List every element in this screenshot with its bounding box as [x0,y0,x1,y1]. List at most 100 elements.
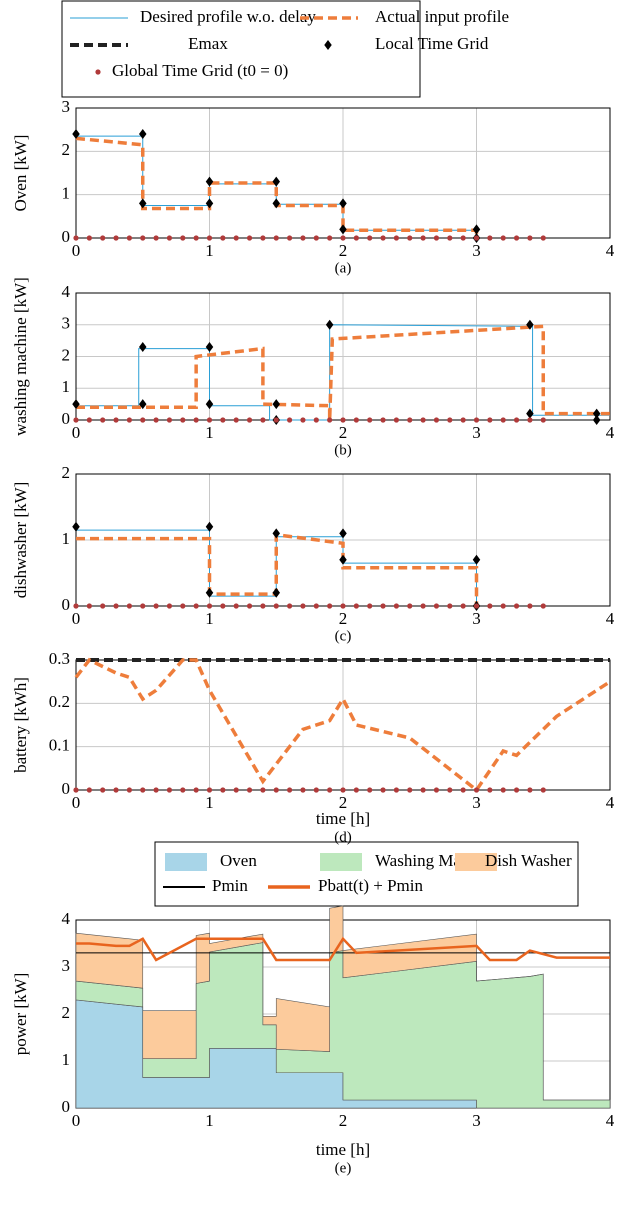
x-tick-label: 0 [72,423,81,442]
local-grid-point [205,399,214,410]
global-grid-point [433,787,440,793]
global-grid-point [313,235,319,241]
local-grid-point [205,521,214,532]
local-grid-point [339,198,347,209]
global-grid-point [313,787,319,793]
global-grid-point [327,417,333,423]
global-grid-point [327,787,333,793]
global-grid-point [287,787,293,793]
global-grid-point [340,417,346,423]
global-grid-point [220,235,226,241]
global-grid-point [367,417,373,423]
legend-swatch [324,40,332,50]
global-grid-point [246,603,253,609]
x-tick-label: 4 [606,609,615,628]
global-grid-point [327,603,333,609]
local-grid-point [592,408,601,419]
global-grid-point [166,235,173,241]
global-grid-point [233,787,239,793]
global-grid-point [140,787,146,793]
global-grid-point [86,417,92,423]
global-grid-point [540,787,546,793]
global-grid-point [340,235,346,241]
global-grid-point [246,417,253,423]
global-grid-point [393,603,399,609]
global-grid-point [420,235,426,241]
legend-box [154,841,579,907]
local-grid-point [272,587,280,598]
global-grid-point [233,603,239,609]
global-grid-point [407,787,413,793]
legend-label: Desired profile w.o. delay [140,7,316,26]
x-axis-label: time [h] [316,1140,370,1159]
y-axis-label: dishwasher [kW] [11,482,30,599]
y-tick-label: 0.3 [49,649,70,668]
x-axis-label: time [h] [316,809,370,828]
y-tick-label: 1 [62,184,71,203]
global-grid-point [300,603,306,609]
global-grid-point [367,235,373,241]
global-grid-point [193,603,199,609]
line [75,136,479,238]
global-grid-point [100,417,106,423]
global-grid-point [447,417,453,423]
global-grid-point [447,235,453,241]
legend-swatch [455,853,497,871]
global-grid-point [220,417,226,423]
global-grid-point [500,603,506,609]
x-tick-label: 1 [205,1111,214,1130]
global-grid-point [246,235,253,241]
global-grid-point [260,235,266,241]
global-grid-point [527,417,533,423]
global-grid-point [353,417,359,423]
global-grid-point [433,235,440,241]
global-grid-point [513,417,520,423]
y-tick-label: 0.1 [49,736,70,755]
global-grid-point [73,787,79,793]
global-grid-point [100,603,106,609]
local-grid-point [325,319,334,330]
global-grid-point [166,603,173,609]
global-grid-point [407,417,413,423]
x-tick-label: 3 [472,793,481,812]
legend-swatch [320,853,362,871]
local-grid-point [205,176,214,187]
global-grid-point [86,235,92,241]
local-grid-point [272,399,280,410]
global-grid-point [380,787,386,793]
global-grid-point [113,235,119,241]
global-grid-point [246,787,253,793]
local-grid-point [339,554,347,565]
global-grid-point [460,603,466,609]
caption: (b) [334,442,352,458]
global-grid-point [153,235,159,241]
y-tick-label: 0 [62,1097,71,1116]
y-tick-label: 3 [62,97,71,116]
local-grid-point [139,341,147,352]
global-grid-point [460,787,466,793]
y-tick-label: 2 [62,1003,71,1022]
y-axis-label: washing machine [kW] [11,277,30,436]
global-grid-point [500,417,506,423]
legend-label: Pbatt(t) + Pmin [318,876,423,895]
y-tick-label: 0 [62,227,71,246]
local-grid-point [139,399,147,410]
global-grid-point [367,787,373,793]
caption: (c) [335,628,352,644]
caption: (d) [334,829,352,845]
global-grid-point [313,603,319,609]
x-tick-label: 0 [72,609,81,628]
global-grid-point [193,787,199,793]
global-grid-point [513,603,520,609]
global-grid-point [340,787,346,793]
global-grid-point [513,235,520,241]
line [76,936,610,962]
global-grid-point [527,787,533,793]
legend-label: Emax [188,34,228,53]
global-grid-point [340,603,346,609]
global-grid-point [206,417,213,423]
global-grid-point [140,235,146,241]
x-tick-label: 3 [472,423,481,442]
